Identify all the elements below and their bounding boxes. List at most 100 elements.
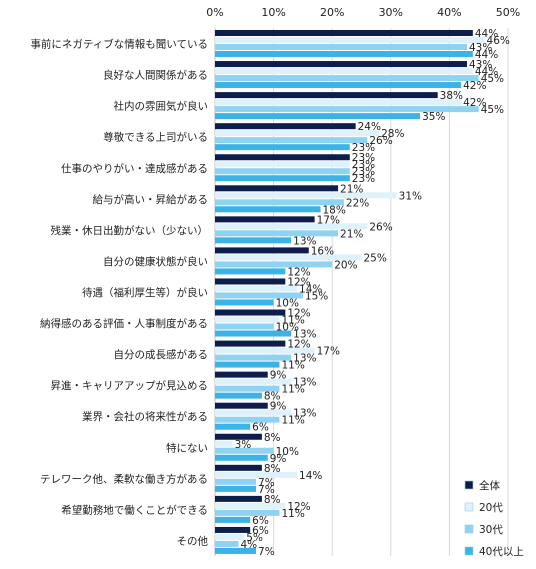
bar	[215, 285, 298, 292]
category-label: テレワーク他、柔軟な働き方がある	[40, 472, 208, 485]
bar	[215, 137, 368, 144]
data-label: 15%	[305, 290, 328, 302]
data-label: 14%	[299, 283, 322, 295]
bar	[215, 509, 280, 516]
data-label: 8%	[264, 494, 281, 506]
data-label: 3%	[235, 439, 252, 451]
bar	[215, 175, 350, 182]
data-label: 44%	[475, 28, 498, 40]
bar	[215, 113, 421, 120]
category-label: 仕事のやりがい・達成感がある	[61, 162, 208, 175]
category-label: その他	[177, 534, 209, 547]
data-label: 13%	[293, 329, 316, 341]
bar	[215, 106, 479, 113]
data-label: 8%	[264, 432, 281, 444]
data-label: 44%	[475, 49, 498, 61]
bar	[215, 30, 473, 36]
legend-label: 30代	[479, 524, 503, 536]
category-label: 社内の雰囲気が良い	[114, 100, 209, 113]
bar	[215, 309, 286, 316]
bar	[215, 92, 438, 99]
category-label: 待遇（福利厚生等）が良い	[82, 286, 208, 299]
x-tick-label: 10%	[261, 6, 285, 19]
bar	[215, 237, 292, 244]
legend-label: 20代	[479, 502, 503, 514]
bar	[215, 423, 251, 430]
category-label: 業界・会社の将来性がある	[82, 410, 208, 423]
bar	[215, 495, 262, 502]
category-label: 納得感のある評価・人事制度がある	[40, 317, 208, 330]
data-label: 12%	[287, 501, 310, 513]
bar	[215, 161, 350, 168]
legend-label: 全体	[479, 479, 500, 492]
data-label: 11%	[281, 360, 304, 372]
bar	[215, 268, 286, 275]
data-label: 46%	[487, 35, 510, 47]
data-label: 5%	[246, 532, 263, 544]
bar	[215, 316, 280, 323]
bar	[215, 354, 292, 361]
category-label: 尊敬できる上司がいる	[103, 131, 208, 144]
data-label: 43%	[469, 42, 492, 54]
data-label: 12%	[287, 276, 310, 288]
bar	[215, 378, 292, 385]
data-label: 7%	[258, 484, 275, 496]
category-label: 自分の健康状態が良い	[103, 255, 208, 268]
bar	[215, 192, 397, 199]
data-label: 7%	[258, 546, 275, 558]
data-label: 10%	[276, 297, 299, 309]
bar	[215, 540, 239, 547]
category-label: 特にない	[166, 442, 208, 454]
data-label: 13%	[293, 408, 316, 420]
category-label: 良好な人間関係がある	[103, 69, 208, 82]
category-label: 自分の成長感がある	[114, 348, 209, 361]
data-label: 13%	[293, 235, 316, 247]
bar	[215, 347, 315, 354]
bar	[215, 516, 251, 523]
category-label: 事前にネガティブな情報も聞いている	[30, 38, 208, 51]
bar	[215, 216, 315, 223]
data-label: 10%	[276, 446, 299, 458]
bar	[215, 433, 262, 440]
bar	[215, 44, 467, 50]
bar	[215, 371, 268, 378]
legend-label: 40代以上	[479, 546, 524, 558]
data-label: 35%	[422, 111, 445, 123]
data-label: 17%	[317, 214, 340, 226]
bar	[215, 330, 292, 337]
data-label: 8%	[264, 463, 281, 475]
data-label: 31%	[399, 190, 422, 202]
bar	[215, 526, 251, 533]
data-label: 10%	[276, 322, 299, 334]
data-label: 26%	[369, 221, 392, 233]
data-label: 8%	[264, 391, 281, 403]
bar	[215, 154, 350, 161]
data-label: 24%	[358, 121, 381, 133]
data-label: 42%	[463, 80, 486, 92]
bar	[215, 502, 286, 509]
data-label: 45%	[481, 73, 504, 85]
legend-swatch	[464, 502, 474, 512]
bar	[215, 37, 485, 43]
category-label: 残業・休日出勤がない（少ない）	[51, 224, 209, 237]
legend-swatch	[464, 480, 474, 490]
bar	[215, 447, 274, 454]
bar	[215, 471, 298, 478]
data-label: 6%	[252, 515, 269, 527]
bar	[215, 361, 280, 368]
data-label: 11%	[281, 384, 304, 396]
data-label: 45%	[481, 104, 504, 116]
legend: 全体 20代 30代 40代以上	[464, 479, 524, 558]
bar	[215, 206, 321, 213]
category-label: 希望勤務地で働くことができる	[61, 503, 208, 516]
data-labels: 44%46%43%44%43%44%45%42%38%42%45%35%24%2…	[235, 28, 510, 558]
data-label: 13%	[293, 353, 316, 365]
data-label: 12%	[287, 266, 310, 278]
data-label: 9%	[270, 453, 287, 465]
bar	[215, 385, 280, 392]
bar	[215, 254, 362, 261]
bar	[215, 51, 473, 57]
data-label: 42%	[463, 97, 486, 109]
data-label: 6%	[252, 525, 269, 537]
